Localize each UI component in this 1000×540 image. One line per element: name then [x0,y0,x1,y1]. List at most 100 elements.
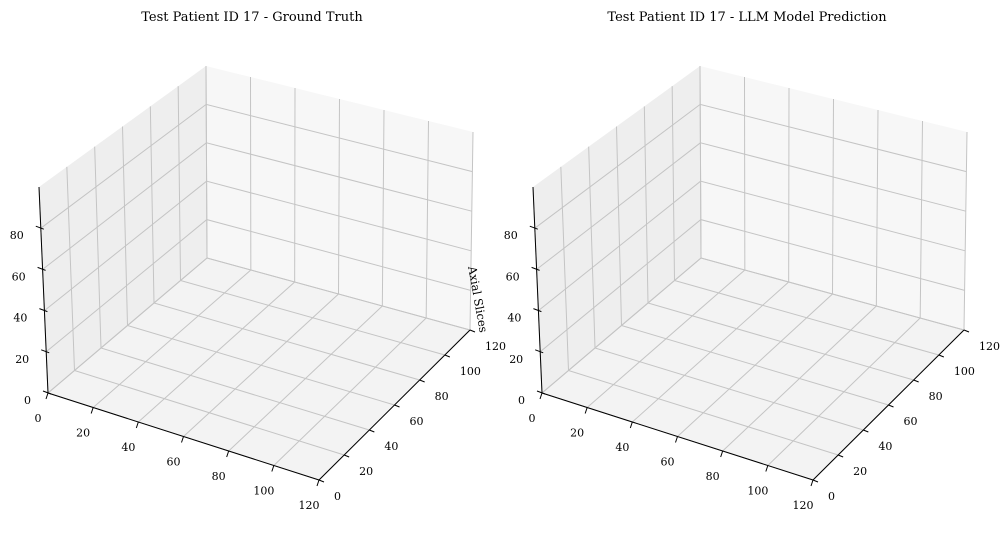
x-tick-label: 40 [615,441,629,454]
back-pane [206,66,473,330]
x-tick-label: 120 [793,499,814,512]
x-tick-label: 20 [570,427,584,440]
y-tick [469,329,476,333]
z-gridline [541,257,965,394]
z-tick [37,266,46,271]
y-tick [863,429,869,433]
x-tick [181,436,184,443]
x-tick [226,450,230,458]
x-tick-label: 20 [76,427,90,440]
axes-3d-ground-truth: 0 20 40 60 80 100 120 0 20 40 60 80 100 120 0 20 40 60 80 [10,65,506,512]
x-tick-label: 60 [661,456,675,469]
y-tick-label: 40 [384,440,398,453]
x-tick-label: 0 [35,412,42,425]
y-tick-label: 80 [435,390,449,403]
left-pane [39,66,207,393]
z-tick [529,225,538,230]
x-tick-label: 120 [299,499,320,512]
panel-llm-prediction: Test Patient ID 17 - LLM Model Predictio… [504,10,1000,512]
y-tick [888,404,894,408]
y-tick [812,479,819,483]
y-tick [318,479,325,483]
z-gridline [534,103,967,229]
x-tick [629,421,633,429]
y-tick-label: 40 [878,440,892,453]
x-tick [584,407,588,414]
x-tick [45,392,49,400]
z-gridline [44,180,472,311]
z-tick-label: 80 [10,229,24,242]
y-tick [369,429,375,433]
x-tick [810,479,814,487]
x-tick-label: 100 [253,485,274,498]
z-tick-label: 60 [506,270,520,283]
x-tick [539,392,543,400]
x-tick [135,421,139,429]
floor-pane [542,258,964,480]
y-tick [394,404,400,408]
z-gridline [47,257,471,394]
z-tick-label: 60 [12,270,26,283]
z-gridline [536,142,966,270]
z-tick [531,266,540,271]
back-pane [700,66,967,330]
x-tick [90,407,94,414]
z-gridline [42,142,472,270]
panel-title: Test Patient ID 17 - Ground Truth [141,10,363,25]
z-gridline [539,219,965,353]
x-tick-label: 80 [706,470,720,483]
z-tick-label: 40 [13,312,27,325]
z-tick [535,349,544,354]
y-tick-label: 100 [954,365,975,378]
z-tick [39,308,48,313]
y-tick [444,354,451,358]
z-axis-line [532,186,543,394]
y-tick-label: 60 [410,415,424,428]
y-tick-label: 0 [828,490,835,503]
panel-ground-truth: Test Patient ID 17 - Ground Truth 0 20 40 6… [10,10,506,512]
y-tick-label: 60 [904,415,918,428]
x-tick-label: 40 [121,441,135,454]
x-tick [675,436,678,443]
z-tick [42,390,52,395]
z-tick-label: 0 [518,394,525,407]
y-tick [837,454,844,458]
z-gridline [45,219,471,353]
x-tick-label: 80 [212,470,226,483]
x-tick [316,479,320,487]
z-tick-label: 20 [15,353,29,366]
floor-pane [48,258,470,480]
y-tick-label: 100 [460,365,481,378]
z-tick [533,308,542,313]
left-pane [533,66,701,393]
z-tick-label: 80 [504,229,518,242]
z-tick [536,390,546,395]
y-tick [963,329,970,333]
y-tick-label: 120 [979,340,1000,353]
y-tick [419,379,425,383]
axes-3d-llm-prediction: 0 20 40 60 80 100 120 0 20 40 60 80 100 120 0 20 40 60 80 [504,65,1000,512]
x-tick [720,450,724,458]
y-tick-label: 20 [359,465,373,478]
z-gridline [538,180,966,311]
panel-title: Test Patient ID 17 - LLM Model Predictio… [607,10,887,25]
x-tick-label: 0 [529,412,536,425]
y-tick [343,454,350,458]
x-tick-label: 100 [747,485,768,498]
z-tick-label: 40 [507,312,521,325]
z-tick-label: 20 [509,353,523,366]
z-tick [41,349,50,354]
z-gridline [40,103,473,229]
y-tick-label: 20 [853,465,867,478]
y-tick [938,354,945,358]
y-tick [913,379,919,383]
z-axis-line [38,186,49,394]
z-tick [35,225,44,230]
z-tick-label: 0 [24,394,31,407]
x-tick [765,465,769,472]
y-tick-label: 120 [485,340,506,353]
x-tick [271,465,275,472]
y-tick-label: 80 [929,390,943,403]
y-tick-label: 0 [334,490,341,503]
